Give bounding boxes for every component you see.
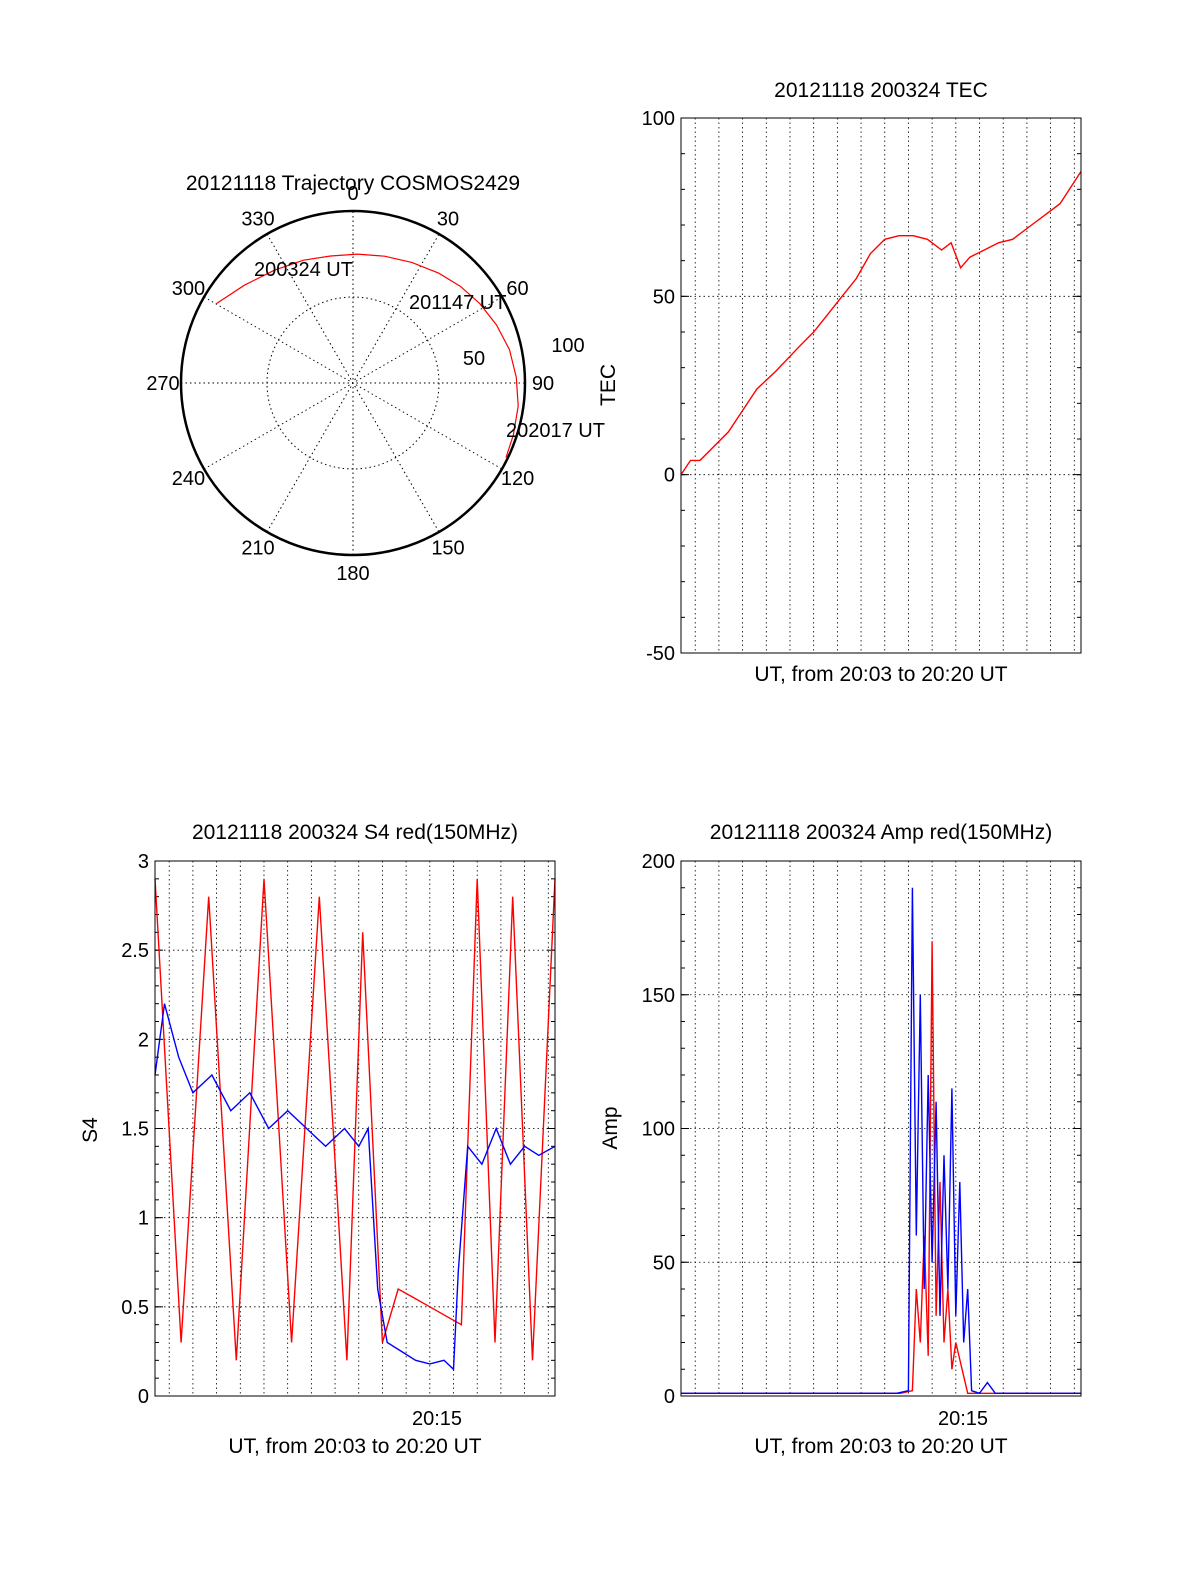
s4-ytick-label: 0 xyxy=(138,1386,149,1408)
s4-ylabel: S4 xyxy=(79,1117,102,1143)
s4-ytick-label: 2.5 xyxy=(121,940,149,962)
amp-xtick-2015: 20:15 xyxy=(938,1408,988,1430)
amp-ytick-label: 50 xyxy=(653,1252,675,1274)
radial-label-100: 100 xyxy=(551,335,584,357)
amp-title: 20121118 200324 Amp red(150MHz) xyxy=(710,821,1052,844)
s4-ytick-label: 3 xyxy=(138,851,149,873)
tec-ytick-label: 100 xyxy=(642,108,675,130)
radial-label-50: 50 xyxy=(463,348,485,370)
tec-y-ticks: 100 50 0 -50 xyxy=(642,108,675,665)
amp-xlabel: UT, from 20:03 to 20:20 UT xyxy=(754,1435,1007,1458)
trajectory-mid-label: 201147 UT xyxy=(409,292,506,314)
tec-series-red xyxy=(680,171,1082,476)
tec-frame xyxy=(680,117,1082,654)
amp-ytick-label: 200 xyxy=(642,851,675,873)
polar-grid xyxy=(181,211,525,555)
azimuth-label-0: 0 xyxy=(347,183,358,205)
tec-ytick-label: 50 xyxy=(653,286,675,308)
azimuth-label-30: 30 xyxy=(437,208,459,230)
azimuth-label-270: 270 xyxy=(146,373,179,395)
azimuth-label-180: 180 xyxy=(336,563,369,585)
s4-xlabel: UT, from 20:03 to 20:20 UT xyxy=(228,1435,481,1458)
trajectory-end-label: 202017 UT xyxy=(506,420,605,442)
amp-ylabel: Amp xyxy=(599,1106,622,1149)
radial-axis-label: TEC xyxy=(597,364,620,406)
amp-series xyxy=(681,887,1081,1395)
tec-ytick-label: -50 xyxy=(646,643,675,665)
tec-panel: 20121118 200324 TEC 100 50 0 -50 UT, from 2… xyxy=(642,79,1082,686)
azimuth-label-240: 240 xyxy=(172,468,205,490)
tec-xlabel: UT, from 20:03 to 20:20 UT xyxy=(754,663,1007,686)
tec-grid xyxy=(681,117,1081,654)
s4-ytick-label: 2 xyxy=(138,1029,149,1051)
azimuth-label-90: 90 xyxy=(532,373,554,395)
s4-title: 20121118 200324 S4 red(150MHz) xyxy=(192,821,518,844)
s4-ytick-label: 1.5 xyxy=(121,1119,149,1141)
tec-ytick-label: 0 xyxy=(664,465,675,487)
amp-series-red xyxy=(681,941,1081,1394)
s4-series-blue xyxy=(154,1003,556,1371)
s4-frame xyxy=(154,860,556,1397)
azimuth-label-330: 330 xyxy=(241,208,274,230)
amp-ytick-label: 0 xyxy=(664,1386,675,1408)
amp-series-blue xyxy=(681,887,1081,1395)
polar-spoke xyxy=(266,233,440,533)
azimuth-label-60: 60 xyxy=(506,278,528,300)
s4-xtick-2015: 20:15 xyxy=(412,1408,462,1430)
s4-y-ticks: 3 2.5 2 1.5 1 0.5 0 xyxy=(121,851,149,1408)
polar-outer-ring xyxy=(179,209,527,557)
s4-series-red xyxy=(154,878,556,1361)
azimuth-label-150: 150 xyxy=(431,538,464,560)
amp-frame xyxy=(680,860,1082,1397)
s4-panel: 20121118 200324 S4 red(150MHz) 3 2.5 2 1.5 1… xyxy=(79,821,556,1458)
amp-grid xyxy=(681,860,1081,1397)
tec-series xyxy=(680,171,1082,476)
s4-ytick-label: 1 xyxy=(138,1208,149,1230)
amp-ytick-label: 150 xyxy=(642,985,675,1007)
trajectory-panel: 20121118 Trajectory COSMOS2429 0 30 60 90 12… xyxy=(146,172,620,585)
azimuth-labels: 0 30 60 90 120 150 180 210 240 270 300 330 xyxy=(146,183,554,585)
trajectory-start-label: 200324 UT xyxy=(254,259,353,281)
amp-y-ticks: 200 150 100 50 0 xyxy=(642,851,675,1408)
amp-panel: 20121118 200324 Amp red(150MHz) 200 150 10… xyxy=(599,821,1082,1458)
s4-series xyxy=(154,878,556,1371)
trajectory-title: 20121118 Trajectory COSMOS2429 xyxy=(186,172,520,195)
azimuth-label-120: 120 xyxy=(501,468,534,490)
s4-ytick-label: 0.5 xyxy=(121,1297,149,1319)
azimuth-label-300: 300 xyxy=(172,278,205,300)
tec-title: 20121118 200324 TEC xyxy=(774,79,988,102)
azimuth-label-210: 210 xyxy=(241,538,274,560)
trajectory-line xyxy=(215,253,519,458)
amp-ytick-label: 100 xyxy=(642,1119,675,1141)
